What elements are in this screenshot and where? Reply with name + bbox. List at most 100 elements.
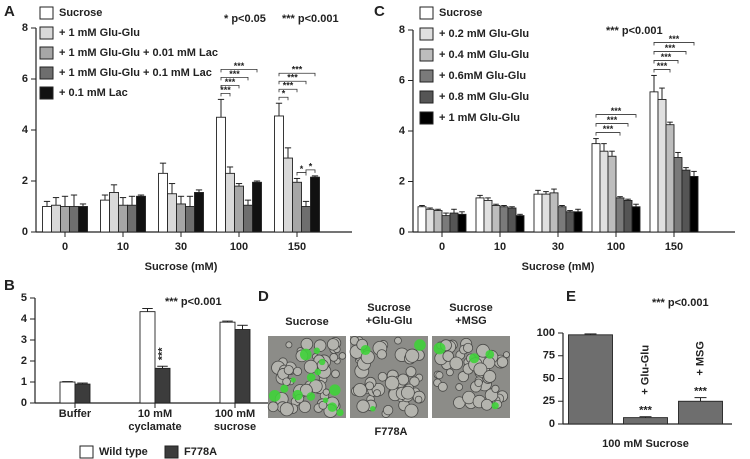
error-bar [128, 195, 136, 206]
legend-swatch [39, 86, 54, 100]
error-bar [493, 203, 499, 206]
bar [568, 334, 613, 425]
x-tick-label: 30 [175, 241, 187, 253]
annotation: *** p<0.001 [282, 13, 339, 25]
error-bar [52, 197, 60, 206]
fluorescent-cell [491, 402, 499, 410]
cell [483, 370, 497, 383]
bar [631, 206, 641, 233]
bar [425, 208, 435, 233]
legend-swatch [39, 26, 54, 40]
x-tick-label: 100 [607, 241, 625, 253]
significance-label: *** [665, 43, 676, 53]
error-bar [302, 200, 310, 207]
legend-swatch [419, 6, 434, 20]
x-tick-label: cyclamate [128, 421, 181, 433]
significance-label: * [282, 89, 286, 99]
significance-bracket [220, 77, 249, 81]
error-bar [639, 416, 652, 418]
significance-bracket [278, 80, 307, 85]
legend-swatch [419, 111, 434, 125]
y-tick-label: 4 [22, 124, 29, 136]
significance-bracket [278, 88, 298, 93]
x-tick-label: 100 mM [215, 408, 255, 420]
fluorescent-cell [329, 384, 341, 396]
panel-letter: A [4, 3, 15, 20]
error-bar [253, 180, 261, 183]
image-label: Sucrose [367, 302, 410, 314]
error-bar [217, 98, 225, 118]
error-bar [535, 189, 541, 195]
legend-swatch [39, 46, 54, 60]
legend-swatch [164, 445, 179, 459]
cell [449, 356, 464, 371]
x-tick-label: 0 [62, 241, 68, 253]
error-bar [683, 167, 689, 171]
fluorescent-cell [313, 347, 321, 354]
error-bar [625, 198, 631, 201]
bar [109, 192, 119, 233]
error-bar [509, 206, 515, 209]
significance-label: *** [234, 61, 245, 71]
fluorescent-cell [290, 377, 296, 383]
error-bar [77, 382, 88, 385]
cell [474, 378, 483, 388]
y-tick-label: 8 [399, 24, 405, 36]
legend-label: + 0.8 mM Glu-Glu [439, 91, 529, 103]
significance-bracket [305, 169, 316, 173]
significance-label: *** [607, 115, 618, 125]
bar [449, 212, 459, 233]
error-bar [651, 74, 657, 92]
cell [435, 371, 444, 380]
fluorescent-cell [280, 384, 289, 393]
error-bar [567, 210, 573, 212]
error-bar [61, 195, 69, 207]
error-bar [70, 194, 78, 207]
legend-swatch [419, 27, 434, 41]
bar [42, 206, 52, 233]
bar [417, 206, 427, 233]
x-tick-label: 30 [552, 241, 564, 253]
bar [139, 311, 156, 404]
micrograph [432, 336, 510, 418]
significance-bracket [653, 51, 687, 55]
cell [353, 383, 368, 398]
error-bar [157, 365, 168, 369]
bar [234, 329, 251, 404]
y-tick-label: 1 [21, 376, 27, 388]
significance-label: *** [287, 73, 298, 83]
fluorescent-cell [314, 368, 322, 376]
bar [541, 193, 551, 233]
cell [326, 338, 340, 351]
error-bar [593, 138, 599, 144]
cell [473, 362, 488, 377]
bar [483, 199, 493, 233]
legend-label: Sucrose [59, 7, 102, 19]
error-bar [235, 183, 243, 187]
error-bar [168, 183, 176, 194]
image-label: Sucrose [449, 302, 492, 314]
y-tick-label: 100 [537, 327, 555, 339]
significance-label: *** [229, 69, 240, 79]
error-bar [237, 324, 248, 330]
x-axis-label: Sucrose (mM) [145, 261, 218, 273]
bar [499, 206, 509, 233]
significance-bracket [220, 69, 258, 73]
image-label: Sucrose [285, 316, 328, 328]
x-tick-label: + MSG [694, 341, 706, 376]
bar [657, 98, 667, 233]
cell [377, 371, 388, 382]
y-tick-label: 6 [399, 74, 405, 86]
y-tick-label: 4 [21, 313, 28, 325]
x-tick-label: 100 [230, 241, 248, 253]
bar [274, 115, 284, 233]
error-bar [601, 143, 607, 152]
legend-label: + 1 mM Glu-Glu + 0.01 mM Lac [59, 47, 218, 59]
fluorescent-cell [318, 358, 326, 366]
error-bar [659, 87, 665, 100]
bar [136, 195, 146, 233]
significance-bracket [595, 114, 637, 118]
error-bar [195, 189, 203, 193]
bar [60, 206, 70, 233]
cell [455, 383, 464, 391]
